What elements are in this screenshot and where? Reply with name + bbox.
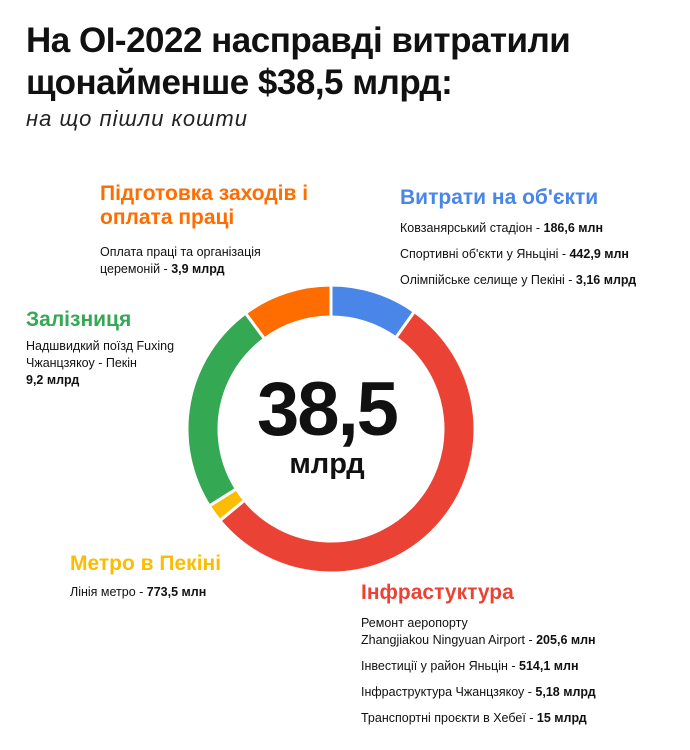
total-value: 38,5 — [257, 367, 399, 452]
objects-item: Олімпійське селище у Пекіні - 3,16 млрд — [400, 273, 637, 287]
infrastructure-heading: Інфрастуктура — [361, 581, 514, 604]
objects-item: Спортивні об'єкти у Яньціні - 442,9 млн — [400, 247, 629, 261]
infrastructure-item: Транспортні проєкти в Хебеї - 15 млрд — [361, 711, 587, 725]
infrastructure-item: Інфраструктура Чжанцзякоу - 5,18 млрд — [361, 685, 596, 699]
donut-chart — [186, 284, 476, 574]
metro-block: Метро в Пекіні Лінія метро - 773,5 млн — [70, 552, 221, 601]
infrastructure-block: Інфрастуктура Ремонт аеропорту Zhangjiak… — [361, 581, 596, 727]
railway-block: Залізниця Надшвидкий поїзд Fuxing Чжанцз… — [26, 308, 174, 389]
railway-text-line: Надшвидкий поїзд Fuxing — [26, 339, 175, 353]
preparation-block: Підготовка заходів і оплата праці Оплата… — [100, 182, 308, 278]
page-subtitle: на що пішли кошти — [26, 106, 248, 131]
total-unit: млрд — [289, 448, 365, 480]
donut-slice-4 — [243, 284, 333, 341]
railway-text-line: Чжанцзякоу - Пекін — [26, 356, 137, 370]
preparation-text-line: Оплата праці та організація — [100, 245, 261, 259]
railway-value: 9,2 млрд — [26, 373, 80, 387]
infrastructure-item: Інвестиції у район Яньцін - 514,1 млн — [361, 659, 579, 673]
page-title: На ОІ-2022 насправді витратили щонайменш… — [26, 21, 571, 102]
donut-slice-1 — [217, 309, 476, 574]
infrastructure-item-line: Ремонт аеропорту — [361, 616, 468, 630]
railway-heading: Залізниця — [26, 308, 132, 331]
objects-block: Витрати на об'єкти Ковзанярський стадіон… — [400, 186, 636, 289]
metro-heading: Метро в Пекіні — [70, 552, 222, 575]
preparation-text-line: церемоній - 3,9 млрд — [100, 262, 225, 276]
objects-heading: Витрати на об'єкти — [400, 186, 599, 209]
infrastructure-item: Zhangjiakou Ningyuan Airport - 205,6 млн — [361, 633, 596, 647]
metro-item: Лінія метро - 773,5 млн — [70, 585, 207, 599]
preparation-heading: Підготовка заходів і оплата праці — [100, 182, 309, 229]
objects-item: Ковзанярський стадіон - 186,6 млн — [400, 221, 604, 235]
